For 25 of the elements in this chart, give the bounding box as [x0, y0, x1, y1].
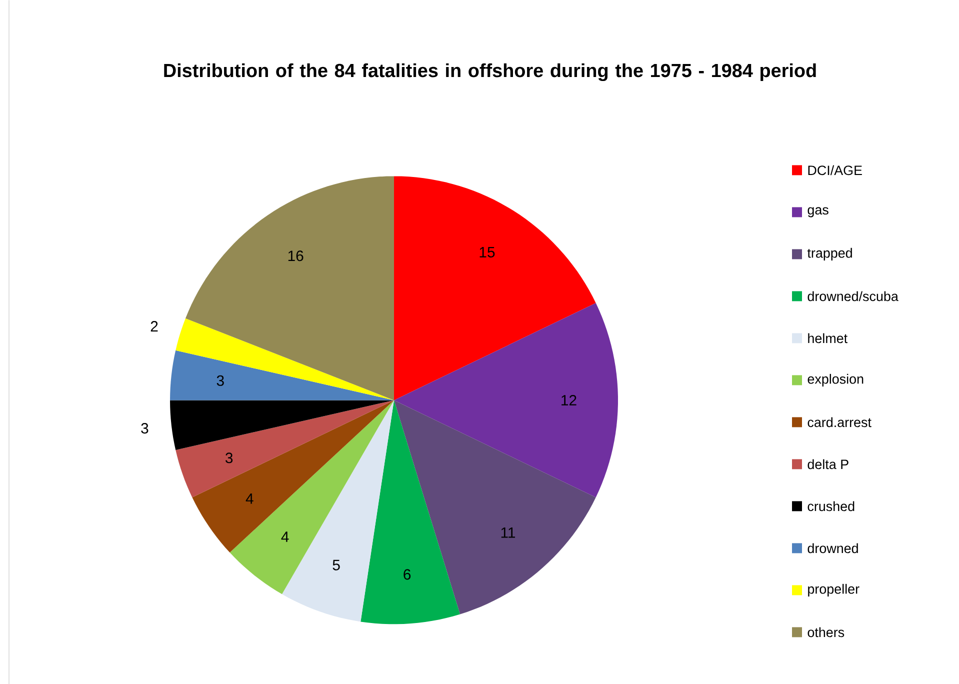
data-label: 5 — [332, 560, 340, 570]
data-label: 15 — [480, 246, 495, 258]
data-label: 3 — [141, 422, 148, 434]
chart-title: Distribution of the 84 fatalities in offshore during the 1975 - 1984 period — [164, 63, 816, 81]
legend-label: propeller — [808, 584, 860, 596]
legend-label: delta P — [808, 459, 848, 469]
data-label: 6 — [404, 568, 411, 580]
data-label: 11 — [501, 527, 516, 538]
legend-label: gas — [808, 206, 828, 218]
legend-label: trapped — [807, 248, 852, 260]
legend-label: drowned/scuba — [808, 291, 898, 301]
legend-label: explosion — [808, 374, 864, 386]
legend-label: crushed — [808, 501, 854, 511]
legend-label: others — [808, 627, 844, 637]
data-label: 12 — [562, 394, 576, 406]
data-label: 4 — [246, 493, 254, 504]
data-label: 16 — [288, 250, 304, 261]
legend-label: drowned — [808, 543, 858, 553]
data-label: 3 — [225, 452, 233, 463]
legend-label: card.arrest — [808, 417, 872, 427]
data-label: 2 — [150, 320, 158, 332]
legend-label: helmet — [808, 333, 848, 343]
data-label: 4 — [281, 531, 289, 542]
data-label: 3 — [216, 375, 224, 386]
legend-label: DCI/AGE — [808, 165, 862, 175]
